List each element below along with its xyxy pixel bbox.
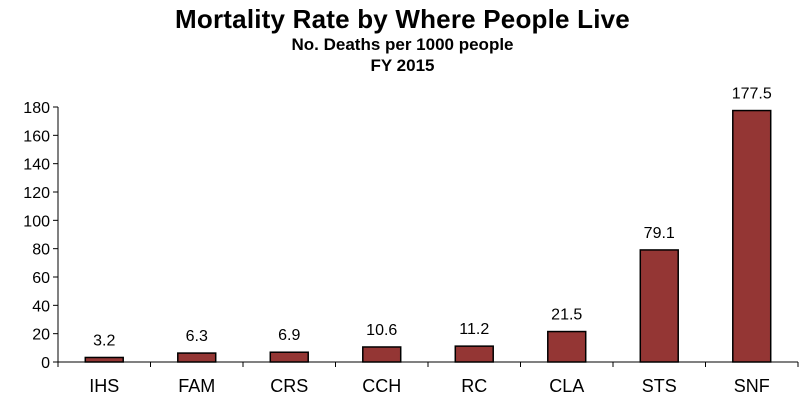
category-label-crs: CRS [270,376,308,396]
category-label-cla: CLA [549,376,584,396]
bar-ihs [84,356,124,363]
y-tick-label: 100 [23,213,50,230]
bar-crs [269,351,309,363]
data-label-cch: 10.6 [366,322,397,339]
data-label-cla: 21.5 [551,307,582,324]
bar-rc [454,345,494,363]
y-tick-label: 120 [23,185,50,202]
y-tick-label: 20 [32,327,50,344]
data-label-ihs: 3.2 [93,332,115,349]
y-tick-label: 0 [41,355,50,372]
bar-snf [732,109,772,363]
y-tick-label: 180 [23,100,50,117]
y-tick-label: 140 [23,157,50,174]
data-label-rc: 11.2 [459,321,489,338]
y-tick-label: 40 [32,298,50,315]
category-label-sts: STS [642,376,677,396]
chart-title: Mortality Rate by Where People Live [175,4,630,34]
y-tick-label: 80 [32,242,50,259]
category-label-ihs: IHS [89,376,119,396]
data-label-snf: 177.5 [732,86,772,103]
x-axis: IHS FAM CRS CCH RC CLA STS SNF [57,361,799,396]
category-label-fam: FAM [178,376,215,396]
chart-subtitle-year: FY 2015 [370,56,435,75]
y-axis: 0 20 40 60 80 100 120 140 160 180 [23,100,59,372]
bar-fam [177,352,217,363]
bar-cla [547,330,587,363]
bar-cch [362,346,402,363]
data-label-crs: 6.9 [278,327,300,344]
data-label-sts: 79.1 [644,225,675,242]
bar-sts [639,249,679,363]
y-tick-label: 60 [32,270,50,287]
chart-title-block: Mortality Rate by Where People Live No. … [0,4,805,76]
category-label-snf: SNF [734,376,770,396]
data-label-fam: 6.3 [186,328,208,345]
chart-subtitle: No. Deaths per 1000 people [291,35,514,54]
bars: 3.2 6.3 6.9 10.6 11.2 21.5 79.1 177.5 [84,86,772,363]
category-label-cch: CCH [362,376,401,396]
category-label-rc: RC [461,376,487,396]
y-tick-label: 160 [23,128,50,145]
